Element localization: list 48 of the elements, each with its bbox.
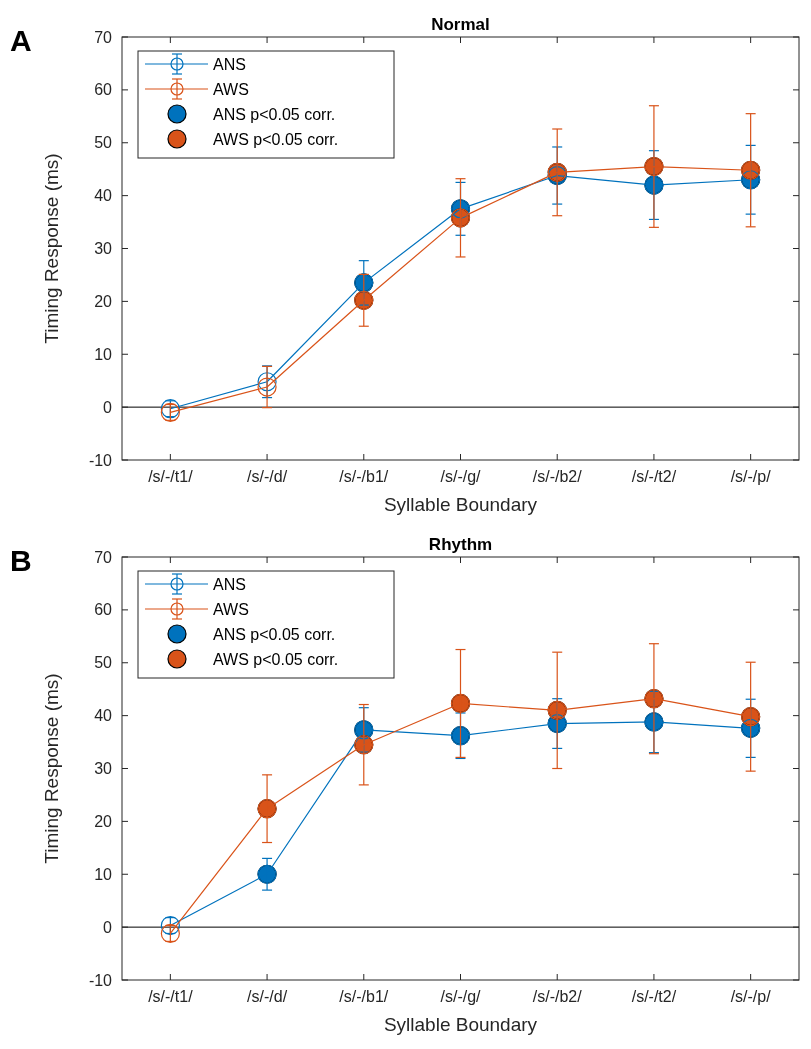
legend-label: ANS xyxy=(213,575,246,593)
x-tick-label: /s/-/b2/ xyxy=(532,468,583,485)
y-tick-label: 70 xyxy=(94,28,113,46)
y-tick-label: 10 xyxy=(94,345,113,363)
y-tick-label: 60 xyxy=(94,601,113,619)
chart-title: Rhythm xyxy=(428,535,493,554)
legend-label: ANS p<0.05 corr. xyxy=(213,105,336,123)
legend-label: ANS p<0.05 corr. xyxy=(213,625,336,643)
y-tick-label: 50 xyxy=(94,654,113,672)
y-tick-label: 20 xyxy=(94,812,113,830)
x-tick-label: /s/-/b1/ xyxy=(339,468,389,485)
y-tick-label: 30 xyxy=(94,240,113,258)
chart-title: Normal xyxy=(431,15,490,34)
text: A xyxy=(10,24,32,57)
x-axis-title: Syllable Boundary xyxy=(383,494,538,515)
y-axis-title: Timing Response (ms) xyxy=(41,153,62,344)
y-tick-label: 60 xyxy=(94,81,113,99)
x-tick-label: /s/-/t1/ xyxy=(148,468,194,485)
x-tick-label: /s/-/d/ xyxy=(247,988,288,1005)
x-tick-label: /s/-/g/ xyxy=(440,468,482,485)
y-tick-label: 40 xyxy=(94,187,113,205)
y-tick-label: -10 xyxy=(88,971,113,989)
legend-label: AWS xyxy=(213,600,249,618)
x-axis-title: Syllable Boundary xyxy=(383,1014,538,1035)
y-tick-label: -10 xyxy=(88,451,113,469)
legend-label: ANS xyxy=(213,55,246,73)
y-tick-label: 30 xyxy=(94,760,113,778)
y-tick-label: 20 xyxy=(94,292,113,310)
legend-label: AWS p<0.05 corr. xyxy=(213,650,339,668)
y-tick-label: 50 xyxy=(94,134,113,152)
y-tick-label: 0 xyxy=(103,918,113,936)
y-tick-label: 10 xyxy=(94,865,113,883)
x-tick-label: /s/-/p/ xyxy=(730,468,772,485)
x-tick-label: /s/-/t1/ xyxy=(148,988,194,1005)
y-tick-label: 0 xyxy=(103,398,113,416)
x-tick-label: /s/-/b2/ xyxy=(532,988,583,1005)
x-tick-label: /s/-/b1/ xyxy=(339,988,389,1005)
legend-label: AWS p<0.05 corr. xyxy=(213,130,339,148)
x-tick-label: /s/-/d/ xyxy=(247,468,288,485)
y-axis-title: Timing Response (ms) xyxy=(41,673,62,864)
x-tick-label: /s/-/p/ xyxy=(730,988,772,1005)
x-tick-label: /s/-/g/ xyxy=(440,988,482,1005)
x-tick-label: /s/-/t2/ xyxy=(631,988,677,1005)
text: B xyxy=(10,544,32,577)
legend-label: AWS xyxy=(213,80,249,98)
y-tick-label: 70 xyxy=(94,548,113,566)
y-tick-label: 40 xyxy=(94,707,113,725)
x-tick-label: /s/-/t2/ xyxy=(631,468,677,485)
